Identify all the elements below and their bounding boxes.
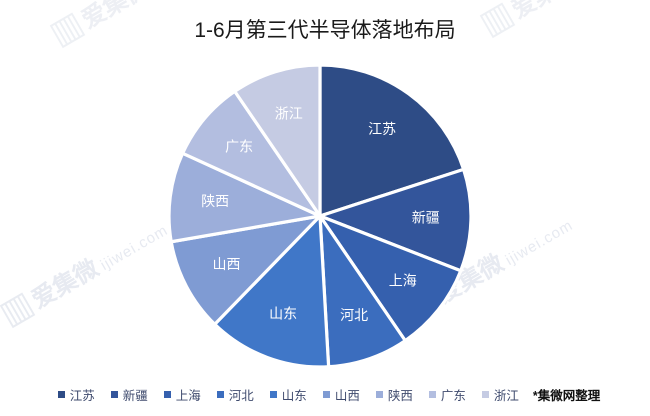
legend-swatch-icon xyxy=(375,391,383,398)
legend-swatch-icon xyxy=(269,391,277,398)
legend-swatch-icon xyxy=(163,391,171,398)
chart-title: 1-6月第三代半导体落地布局 xyxy=(194,19,456,42)
watermark-url-text: ijiwei.com xyxy=(97,221,172,274)
pie-slices-group xyxy=(167,63,473,369)
source-note: *集微网整理 xyxy=(532,389,601,403)
legend-swatch-icon xyxy=(216,391,224,398)
legend-item[interactable]: 新疆 xyxy=(110,385,148,404)
legend-item-label: 山东 xyxy=(281,389,307,403)
legend-item-label: 广东 xyxy=(440,389,466,403)
legend-item[interactable]: 上海 xyxy=(163,385,201,404)
pie-slice[interactable] xyxy=(169,213,325,327)
legend-item[interactable]: 广东 xyxy=(428,385,466,404)
legend-swatch-icon xyxy=(57,391,65,398)
legend-swatch-icon xyxy=(428,391,436,398)
legend-item-label: 江苏 xyxy=(69,389,95,403)
pie-slice[interactable] xyxy=(315,212,463,343)
watermark-logo-icon: ▥ xyxy=(0,284,39,333)
pie-slice[interactable] xyxy=(232,63,322,222)
watermark-logo-bottom-left: ▥ 爱集微 ijiwei.com xyxy=(0,206,174,334)
legend-item[interactable]: 陕西 xyxy=(375,385,413,404)
legend-item[interactable]: 江苏 xyxy=(57,385,95,404)
watermark-brand-text: 爱集微 xyxy=(27,254,104,314)
legend-item[interactable]: 浙江 xyxy=(481,385,519,404)
pie-slice[interactable] xyxy=(318,63,466,219)
legend-item-label: 山西 xyxy=(334,389,360,403)
legend-swatch-icon xyxy=(322,391,330,398)
legend-item-label: 河北 xyxy=(228,389,254,403)
legend-item[interactable]: 山西 xyxy=(322,385,360,404)
legend-swatch-icon xyxy=(481,391,489,398)
legend-item[interactable]: 河北 xyxy=(216,385,254,404)
legend-item[interactable]: 山东 xyxy=(269,385,307,404)
legend-item-label: 新疆 xyxy=(122,389,148,403)
chart-legend: 江苏 新疆 上海 河北 山东 山西 陕西 广东 浙江 *集微网整理 xyxy=(0,385,650,404)
pie-chart: 江苏 新疆 上海 河北 山东 山西 陕西 广东 浙江 xyxy=(167,63,473,369)
legend-item-label: 上海 xyxy=(175,389,201,403)
pie-slice[interactable] xyxy=(315,167,473,273)
pie-slice[interactable] xyxy=(212,212,331,369)
legend-item-label: 浙江 xyxy=(493,389,519,403)
watermark-url-text: ijiwei.com xyxy=(502,216,577,269)
legend-swatch-icon xyxy=(110,391,118,398)
pie-slice[interactable] xyxy=(167,151,326,244)
legend-item-label: 陕西 xyxy=(387,389,413,403)
